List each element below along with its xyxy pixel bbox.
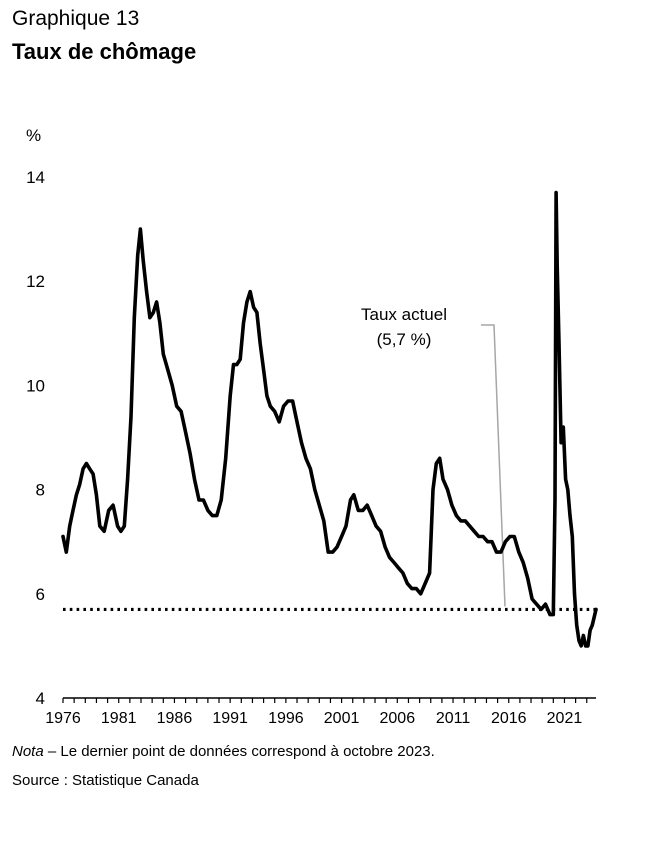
- y-tick-label: 10: [26, 376, 45, 395]
- x-axis: 1976 1981 1986 1991 1996 2001 2006 2011 2016 2021: [45, 697, 596, 727]
- note-text: – Le dernier point de données correspond…: [43, 743, 435, 760]
- note-label: Nota: [12, 743, 44, 760]
- x-tick-label: 2001: [324, 710, 360, 727]
- y-tick-label: 4: [36, 689, 45, 708]
- y-axis-unit: %: [26, 126, 41, 145]
- chart-note: Nota – Le dernier point de données corre…: [12, 742, 435, 762]
- x-tick-label: 1996: [268, 710, 304, 727]
- y-tick-label: 6: [36, 585, 45, 604]
- annotation-value: (5,7 %): [377, 330, 432, 349]
- x-tick-label: 1981: [101, 710, 137, 727]
- annotation-leader-line: [481, 324, 506, 607]
- chart-title: Taux de chômage: [12, 39, 197, 64]
- x-tick-label: 2011: [436, 710, 471, 727]
- x-tick-label: 1991: [212, 710, 248, 727]
- annotation-label: Taux actuel: [361, 305, 447, 324]
- x-tick-label: 1976: [45, 710, 81, 727]
- y-tick-label: 12: [26, 272, 45, 291]
- x-tick-label: 2016: [491, 710, 527, 727]
- y-axis-ticks: 4 6 8 10 12 14: [26, 168, 45, 708]
- y-tick-label: 8: [36, 481, 45, 500]
- x-tick-label: 1986: [157, 710, 193, 727]
- unemployment-rate-line: [61, 190, 598, 648]
- y-tick-label: 14: [26, 168, 45, 187]
- chart-source: Source : Statistique Canada: [12, 772, 199, 789]
- x-tick-label: 2006: [380, 710, 416, 727]
- x-tick-label: 2021: [547, 710, 583, 727]
- chart-kicker: Graphique 13: [12, 7, 140, 30]
